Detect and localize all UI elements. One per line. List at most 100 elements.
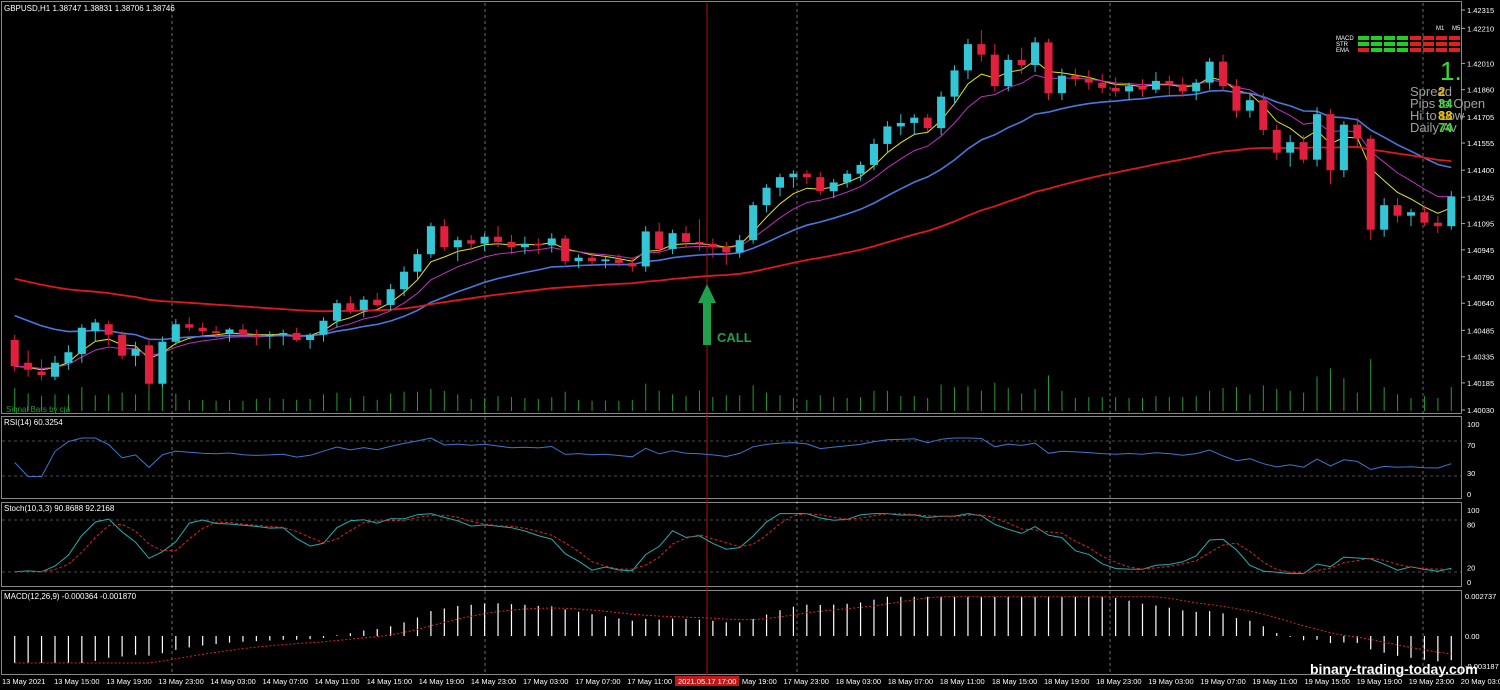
candle-body	[373, 299, 382, 305]
stoch-lines	[14, 513, 1452, 575]
candle-body	[1353, 124, 1362, 139]
time-tick-label: 14 May 07:00	[263, 677, 308, 686]
info-pips-label: Pips to Open	[1410, 96, 1485, 111]
candle-body	[681, 233, 691, 242]
candle-body	[77, 327, 86, 354]
candle-body	[319, 320, 328, 335]
signal-bar-cell	[1449, 36, 1460, 40]
candle-body	[1044, 42, 1053, 94]
price-tick-label: 1.41400	[1467, 166, 1494, 175]
price-tick-label: 1.41245	[1467, 193, 1494, 202]
candle-body	[1017, 59, 1026, 66]
candlesticks	[10, 30, 1456, 389]
price-tick-label: 1.42010	[1467, 59, 1494, 68]
volume-bars	[14, 359, 1452, 411]
signal-bar-cell	[1384, 36, 1395, 40]
time-tick-label: 14 May 19:00	[419, 677, 464, 686]
candle-body	[1259, 100, 1268, 130]
candle-body	[1313, 114, 1322, 160]
candle-body	[1138, 86, 1147, 90]
time-axis: 13 May 2021 13 May 15:00 13 May 19:00 13 Ma…	[2, 677, 1500, 686]
candle-body	[1406, 212, 1416, 216]
candle-body	[10, 339, 19, 367]
time-tick-label: 13 May 19:00	[106, 677, 151, 686]
time-highlight: 2021.05.17 17:00	[678, 677, 736, 686]
symbol-header: GBPUSD,H1 1.38747 1.38831 1.38706 1.3874…	[4, 4, 175, 13]
signal-bar-cell	[1371, 42, 1382, 46]
rsi-panel	[1, 416, 1462, 499]
macd-histogram	[14, 596, 1452, 664]
candle-body	[467, 240, 476, 244]
macd-axis: 0.002737 0.00 -0.003187	[1465, 592, 1499, 671]
candle-body	[1125, 86, 1134, 92]
signal-bars-row-label: MACD	[1336, 36, 1354, 42]
watermark: binary-trading-today.com	[1310, 661, 1478, 677]
info-spread-value: 2	[1438, 84, 1445, 99]
time-tick-label: 20 May 03:00	[1461, 677, 1500, 686]
candle-body	[1057, 75, 1066, 94]
candle-body	[1111, 87, 1120, 92]
macd-tick-label: 0.002737	[1465, 592, 1496, 601]
candle-body	[332, 303, 341, 321]
macd-signal-path	[14, 596, 1452, 664]
candle-body	[1366, 138, 1375, 230]
time-tick-label: 17 May 07:00	[575, 677, 620, 686]
price-tick-label: 1.41095	[1467, 220, 1494, 229]
candle-body	[144, 345, 153, 384]
time-tick-label: 19 May 07:00	[1200, 677, 1245, 686]
candle-body	[265, 334, 274, 337]
candle-body	[735, 240, 744, 253]
rsi-tick-label: 70	[1467, 441, 1475, 450]
price-tick-label: 1.40790	[1467, 273, 1494, 282]
candle-body	[131, 348, 140, 356]
candle-body	[64, 352, 73, 363]
stoch-label: Stoch(10,3,3) 90.8688 92.2168	[4, 504, 115, 513]
price-tick-label: 1.41555	[1467, 139, 1494, 148]
candle-body	[91, 322, 100, 332]
rsi-axis: 100 70 30 0	[1467, 420, 1480, 499]
candle-body	[937, 96, 946, 129]
time-tick-label: 18 May 23:00	[1096, 677, 1141, 686]
signal-bar-cell	[1436, 36, 1447, 40]
candle-body	[453, 240, 462, 248]
candle-body	[292, 332, 301, 340]
candle-body	[963, 44, 972, 71]
candle-body	[802, 173, 811, 178]
candle-body	[480, 236, 489, 244]
signal-bar-cell	[1449, 42, 1460, 46]
candle-body	[561, 238, 570, 262]
price-tick-label: 1.42210	[1467, 24, 1494, 33]
candle-body	[588, 257, 597, 262]
candle-body	[775, 177, 785, 188]
time-tick-label: 18 May 03:00	[836, 677, 881, 686]
info-hilow-value: 88	[1438, 108, 1452, 123]
candle-body	[869, 143, 878, 165]
candle-body	[856, 164, 865, 174]
candle-body	[1192, 82, 1201, 92]
signal-bars-header: M1	[1436, 26, 1445, 32]
candle-body	[762, 187, 771, 206]
signal-bars-label: Signal Bars by cja	[6, 405, 71, 414]
candle-body	[1393, 205, 1402, 216]
time-tick-label: 17 May 19:00	[731, 677, 776, 686]
candle-body	[534, 243, 543, 246]
candle-body	[896, 122, 905, 127]
candle-body	[1420, 212, 1429, 223]
candle-body	[990, 54, 999, 87]
signal-bar-cell	[1449, 48, 1460, 52]
candle-body	[1031, 42, 1040, 66]
price-tick-label: 1.41705	[1467, 113, 1494, 122]
candle-body	[494, 236, 503, 242]
candle-body	[574, 257, 583, 262]
time-tick-label: 14 May 15:00	[367, 677, 412, 686]
info-big-value: 1.	[1440, 56, 1462, 86]
candle-body	[1245, 100, 1254, 111]
time-tick-label: 19 May 03:00	[1148, 677, 1193, 686]
candle-body	[306, 334, 315, 340]
stoch-axis: 100 80 20 0	[1467, 506, 1480, 587]
time-tick-label: 17 May 11:00	[627, 677, 672, 686]
time-tick-label: 19 May 19:00	[1357, 677, 1402, 686]
signal-bar-cell	[1384, 42, 1395, 46]
candle-body	[601, 259, 610, 262]
